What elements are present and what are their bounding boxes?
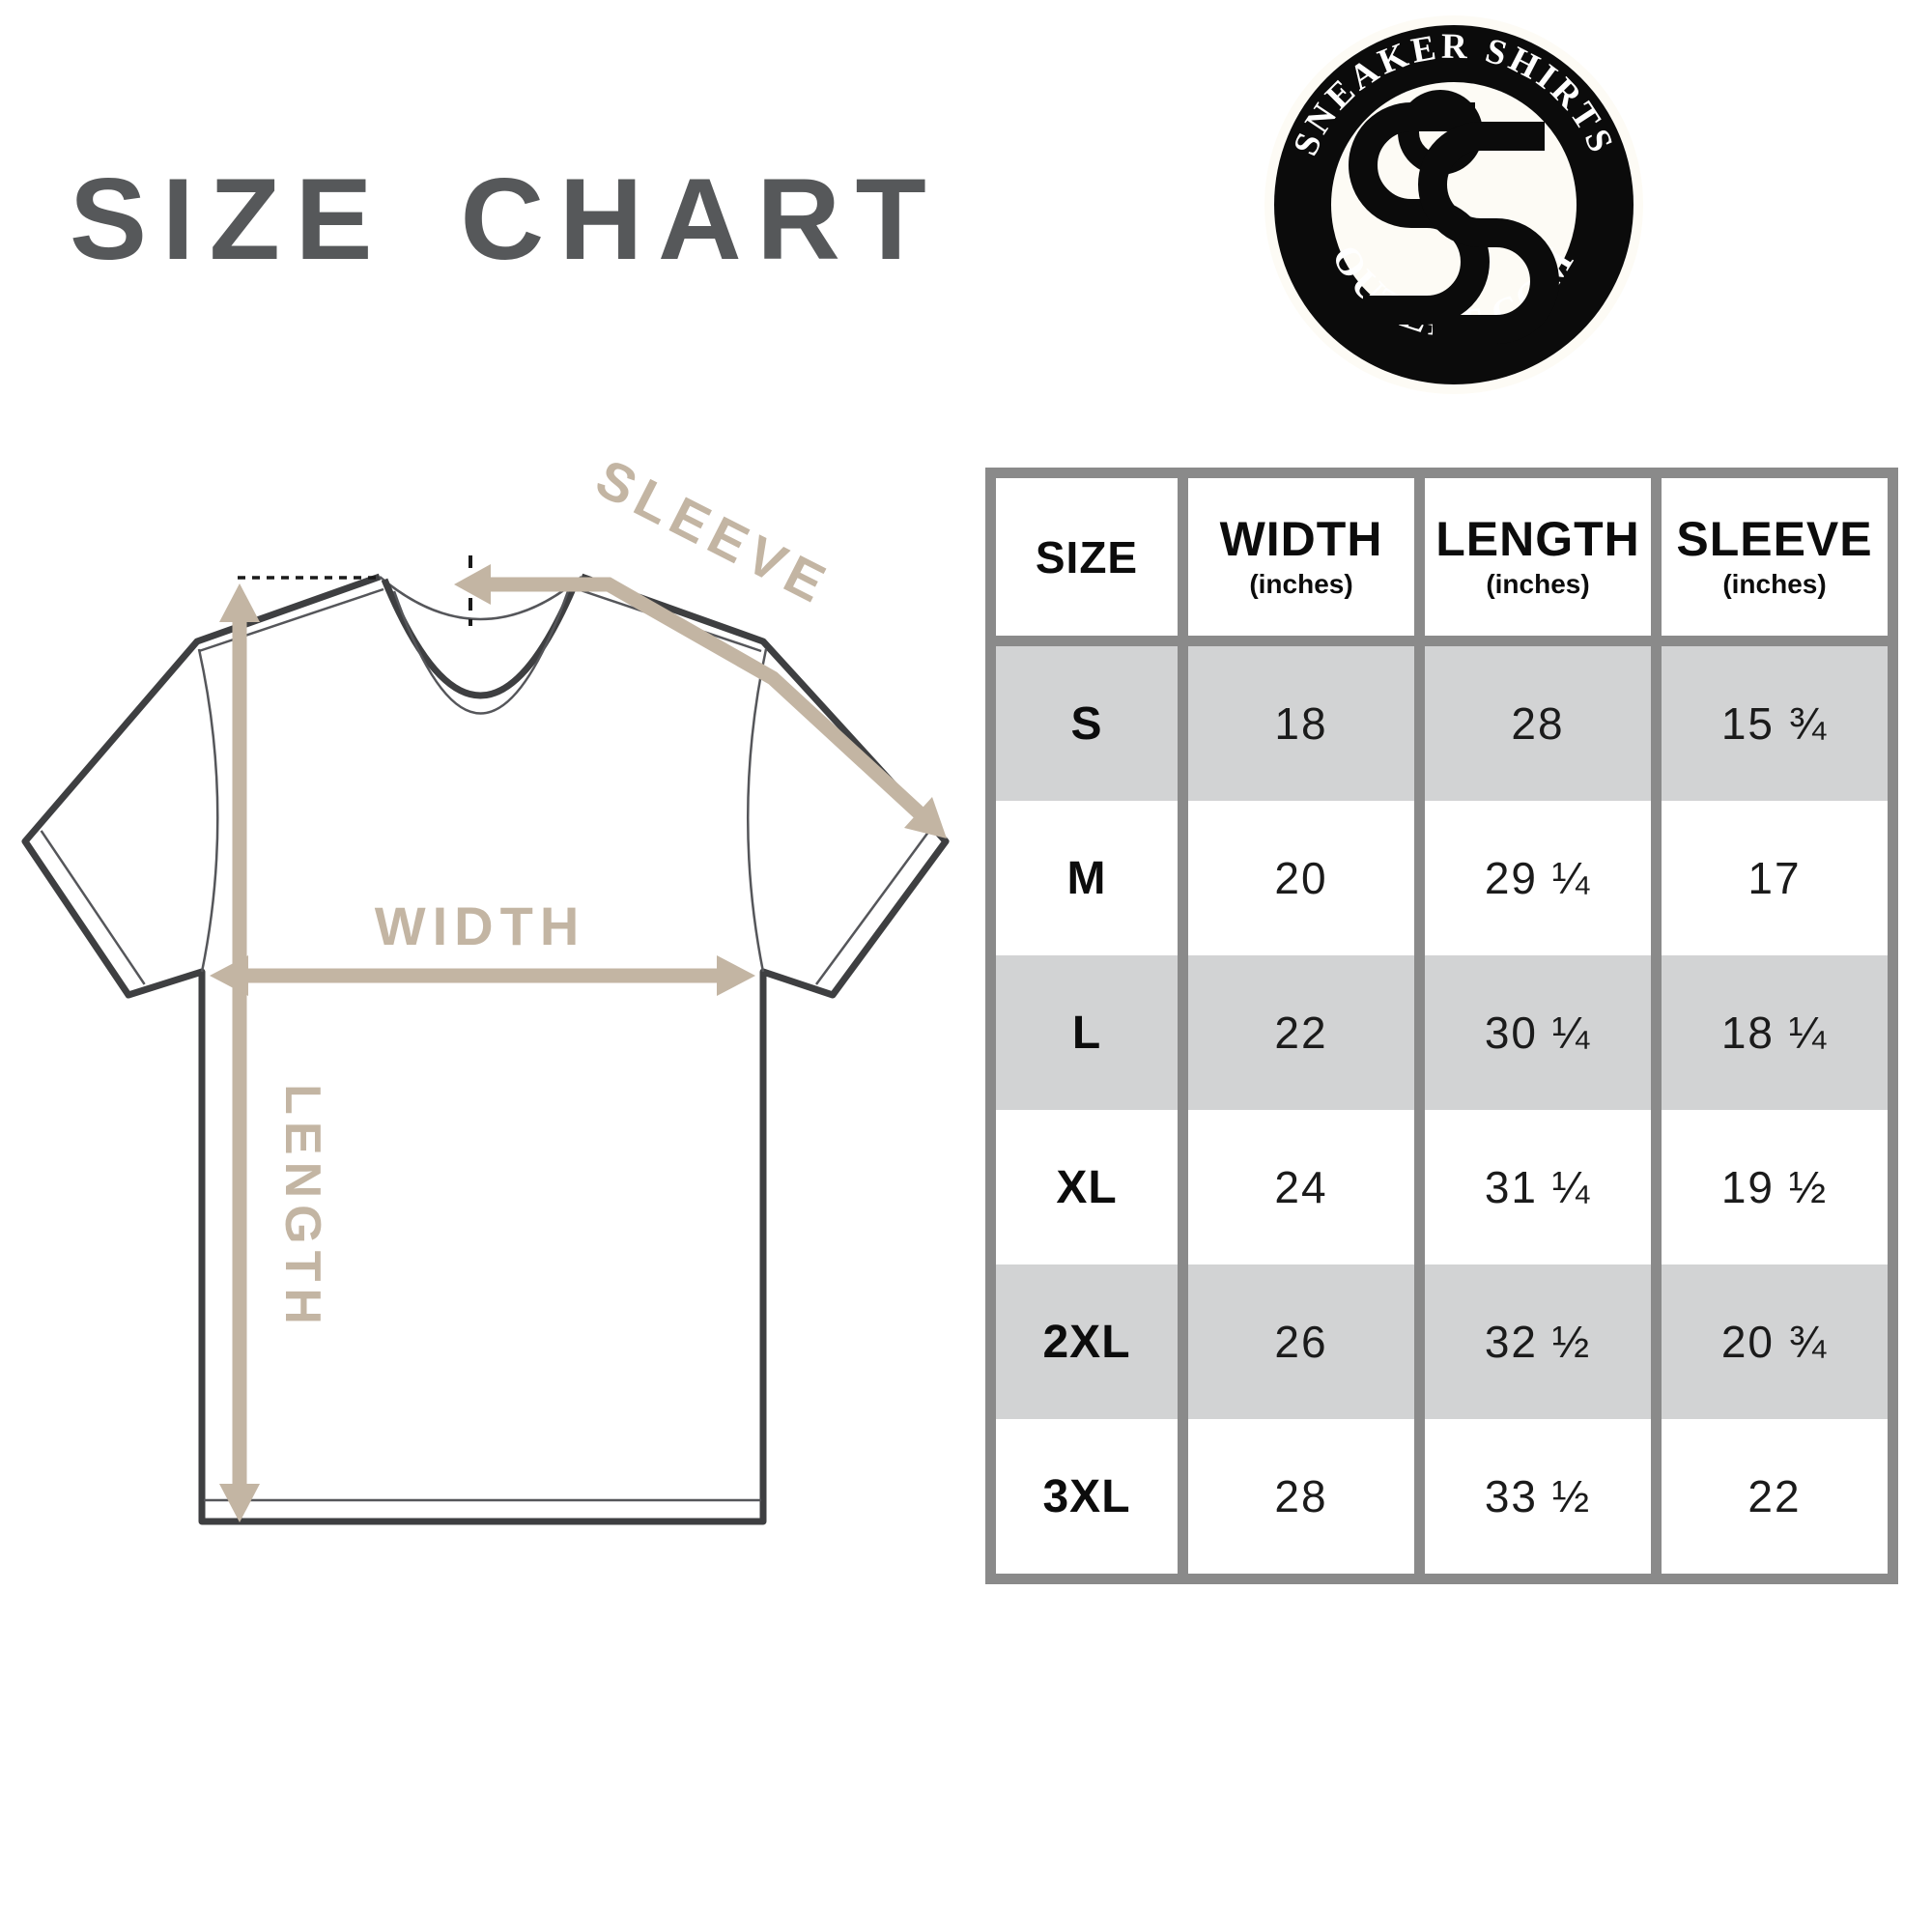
value-cell: 18 ¼ [1651, 955, 1888, 1110]
left-cuff-seam [40, 830, 146, 985]
brand-monogram-icon [1349, 90, 1559, 344]
value-cell: 26 [1178, 1264, 1414, 1419]
table-row: M 20 29 ¼ 17 [996, 801, 1888, 955]
value-cell: 18 [1178, 646, 1414, 801]
table-row: S 18 28 15 ¾ [996, 646, 1888, 801]
value-cell: 15 ¾ [1651, 646, 1888, 801]
table-body: S 18 28 15 ¾ M 20 29 ¼ 17 L 22 30 ¼ 18 ¼ XL 24 31 ¼ 19 … [996, 646, 1888, 1574]
table-row: 2XL 26 32 ½ 20 ¾ [996, 1264, 1888, 1419]
tshirt-diagram: WIDTH LENGTH SLEEVE [21, 447, 950, 1525]
size-cell: XL [1056, 1161, 1118, 1213]
size-table: SIZE WIDTH (inches) LENGTH (inches) SLEE… [985, 468, 1898, 1584]
value-cell: 29 ¼ [1414, 801, 1651, 955]
value-cell: 24 [1178, 1110, 1414, 1264]
value-cell: 20 [1178, 801, 1414, 955]
right-cuff-seam [814, 830, 931, 985]
column-header-length: LENGTH (inches) [1414, 478, 1651, 636]
right-armhole-seam [746, 648, 768, 973]
value-cell: 22 [1178, 955, 1414, 1110]
value-cell: 30 ¼ [1414, 955, 1651, 1110]
width-label: WIDTH [375, 895, 586, 956]
table-header-row: SIZE WIDTH (inches) LENGTH (inches) SLEE… [996, 478, 1888, 646]
value-cell: 28 [1414, 646, 1651, 801]
size-cell: 2XL [1042, 1316, 1131, 1368]
table-row: XL 24 31 ¼ 19 ½ [996, 1110, 1888, 1264]
sleeve-arrow [454, 564, 947, 838]
collar-back-line [379, 576, 582, 621]
width-arrow [210, 955, 755, 996]
length-arrow [219, 583, 260, 1522]
collar-stitch-line [392, 590, 570, 715]
length-label: LENGTH [274, 1084, 330, 1331]
column-header-width: WIDTH (inches) [1178, 478, 1414, 636]
size-cell: S [1070, 697, 1103, 750]
left-armhole-seam [197, 648, 219, 973]
value-cell: 33 ½ [1414, 1419, 1651, 1574]
value-cell: 22 [1651, 1419, 1888, 1574]
size-cell: M [1066, 852, 1107, 904]
value-cell: 32 ½ [1414, 1264, 1651, 1419]
size-cell: L [1071, 1007, 1102, 1059]
column-header-size: SIZE [1035, 531, 1139, 582]
table-row: L 22 30 ¼ 18 ¼ [996, 955, 1888, 1110]
value-cell: 31 ¼ [1414, 1110, 1651, 1264]
value-cell: 19 ½ [1651, 1110, 1888, 1264]
value-cell: 28 [1178, 1419, 1414, 1574]
table-row: 3XL 28 33 ½ 22 [996, 1419, 1888, 1574]
value-cell: 20 ¾ [1651, 1264, 1888, 1419]
brand-logo: SNEAKER SHIRTS OUTLET.COM [1264, 15, 1643, 394]
left-shoulder-seam [198, 587, 384, 653]
value-cell: 17 [1651, 801, 1888, 955]
size-cell: 3XL [1042, 1470, 1131, 1522]
page-title: SIZE CHART [70, 155, 942, 284]
column-header-sleeve: SLEEVE (inches) [1651, 478, 1888, 636]
